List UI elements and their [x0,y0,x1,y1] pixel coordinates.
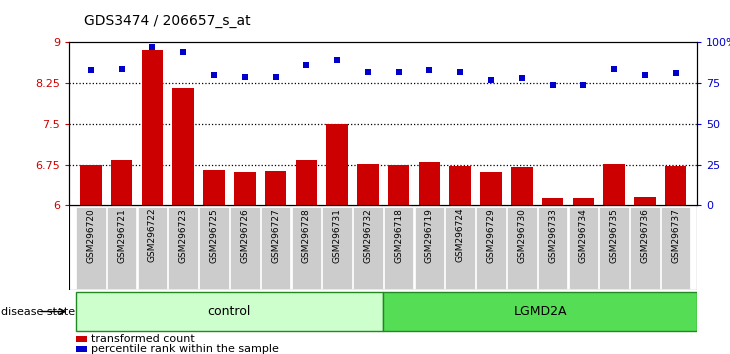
Text: GSM296722: GSM296722 [148,208,157,263]
Bar [76,336,87,342]
Text: GSM296719: GSM296719 [425,208,434,263]
Bar [388,165,410,205]
FancyBboxPatch shape [76,207,106,290]
Bar [203,170,225,205]
Text: GSM296736: GSM296736 [640,208,649,263]
Bar [76,346,87,352]
Bar [357,164,379,205]
Point [177,50,189,55]
FancyBboxPatch shape [538,207,567,290]
Text: GSM296729: GSM296729 [486,208,496,263]
FancyBboxPatch shape [415,207,444,290]
Point [301,62,312,68]
Text: GDS3474 / 206657_s_at: GDS3474 / 206657_s_at [84,14,250,28]
Text: disease state: disease state [1,307,75,316]
Point [547,82,558,88]
Point [208,72,220,78]
Text: GSM296731: GSM296731 [333,208,342,263]
Text: percentile rank within the sample: percentile rank within the sample [91,344,279,354]
Point [454,69,466,75]
Text: GSM296728: GSM296728 [301,208,311,263]
FancyBboxPatch shape [199,207,228,290]
Text: GSM296724: GSM296724 [456,208,465,263]
FancyBboxPatch shape [353,207,383,290]
Point [485,77,497,83]
FancyBboxPatch shape [569,207,598,290]
Point [116,66,128,72]
Bar [634,196,656,205]
Text: GSM296718: GSM296718 [394,208,403,263]
FancyBboxPatch shape [599,207,629,290]
Text: GSM296734: GSM296734 [579,208,588,263]
Bar [296,160,317,205]
Point [516,75,528,81]
Point [669,70,681,76]
Point [362,69,374,75]
Bar [383,292,697,331]
FancyBboxPatch shape [230,207,260,290]
Point [269,74,281,80]
Text: GSM296733: GSM296733 [548,208,557,263]
Text: GSM296726: GSM296726 [240,208,249,263]
FancyBboxPatch shape [476,207,506,290]
Point [608,66,620,72]
Text: GSM296721: GSM296721 [118,208,126,263]
FancyBboxPatch shape [323,207,352,290]
Point [577,82,589,88]
Point [331,58,343,63]
FancyBboxPatch shape [384,207,413,290]
FancyBboxPatch shape [261,207,291,290]
Bar [80,165,101,205]
Bar [450,166,471,205]
FancyBboxPatch shape [291,207,321,290]
Text: GSM296720: GSM296720 [86,208,96,263]
Text: GSM296730: GSM296730 [518,208,526,263]
Bar [234,172,256,205]
Text: control: control [208,305,251,318]
Bar [111,160,132,205]
FancyBboxPatch shape [169,207,198,290]
Bar [480,172,502,205]
Bar [572,198,594,205]
Bar [265,171,286,205]
FancyBboxPatch shape [445,207,475,290]
Text: transformed count: transformed count [91,334,195,344]
Bar [75,292,383,331]
Bar [603,164,625,205]
Bar [665,166,686,205]
Point [423,67,435,73]
Text: GSM296727: GSM296727 [271,208,280,263]
Text: GSM296737: GSM296737 [671,208,680,263]
Point [639,72,650,78]
FancyBboxPatch shape [661,207,691,290]
Bar [142,50,164,205]
Point [85,67,97,73]
Point [239,74,250,80]
FancyBboxPatch shape [138,207,167,290]
Point [393,69,404,75]
Bar [511,167,532,205]
FancyBboxPatch shape [507,207,537,290]
Text: GSM296725: GSM296725 [210,208,218,263]
Point [147,45,158,50]
Text: LGMD2A: LGMD2A [513,305,567,318]
Bar [418,162,440,205]
Bar [542,198,564,205]
Text: GSM296735: GSM296735 [610,208,618,263]
Text: GSM296732: GSM296732 [364,208,372,263]
FancyBboxPatch shape [630,207,660,290]
Text: GSM296723: GSM296723 [179,208,188,263]
FancyBboxPatch shape [107,207,137,290]
Bar [172,87,194,205]
Bar [326,124,348,205]
